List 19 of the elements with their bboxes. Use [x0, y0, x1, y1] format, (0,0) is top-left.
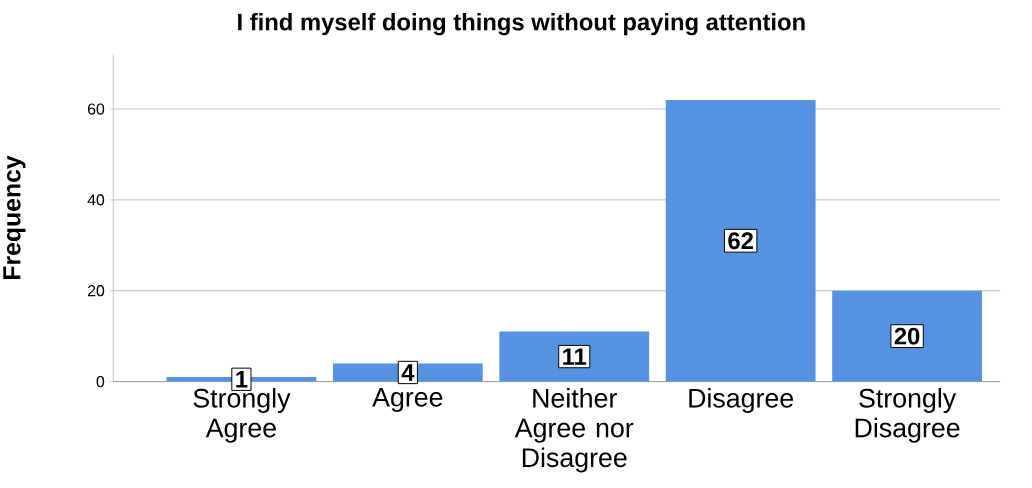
- y-tick-label: 20: [87, 285, 105, 297]
- bar: [499, 331, 650, 382]
- y-tick-label: 60: [87, 103, 105, 115]
- x-tick-label: Disagree: [689, 388, 794, 414]
- y-tick-label: 40: [87, 194, 105, 206]
- x-tick-label: Strongly Agree: [193, 388, 291, 443]
- data-label: 1: [236, 371, 248, 388]
- bar: [665, 100, 816, 382]
- y-axis-title: Frequency: [3, 155, 26, 280]
- x-tick-label: Strongly Disagree: [855, 388, 960, 443]
- x-tick-label: Neither Agree nor Disagree: [514, 388, 634, 473]
- data-label: 20: [894, 327, 920, 345]
- y-tick-label: 0: [96, 376, 105, 388]
- x-tick-label: Agree: [372, 388, 443, 413]
- chart-title: I find myself doing things without paying attention: [238, 13, 805, 36]
- data-label: 62: [728, 232, 753, 250]
- data-label: 4: [401, 364, 415, 381]
- data-label: 11: [563, 348, 587, 365]
- bar: [832, 290, 982, 382]
